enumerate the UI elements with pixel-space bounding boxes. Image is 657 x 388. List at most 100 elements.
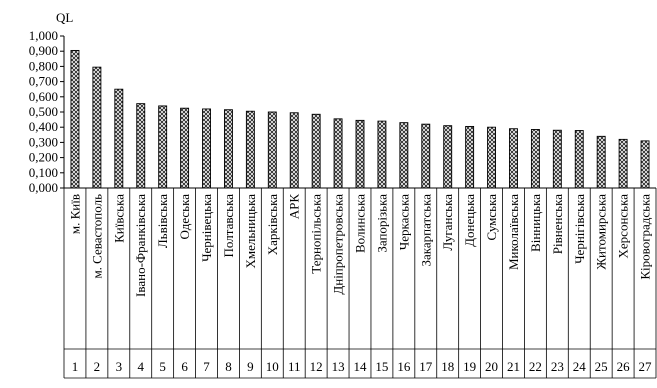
y-tick-label: 0,600: [29, 89, 58, 104]
bar: [70, 49, 80, 189]
bar: [443, 125, 453, 189]
x-category-label: Дніпропетровська: [331, 194, 346, 295]
y-tick-label: 0,900: [29, 43, 58, 58]
x-rank-label: 3: [116, 359, 123, 374]
bar: [136, 103, 146, 189]
bar: [618, 138, 628, 189]
x-category-label: Луганська: [440, 194, 455, 251]
x-rank-label: 12: [310, 359, 323, 374]
x-category-label: Волинська: [353, 194, 368, 253]
x-category-label: Одеська: [177, 194, 192, 240]
x-category-label: Черкаська: [396, 194, 411, 250]
x-rank-label: 20: [485, 359, 498, 374]
bar: [245, 110, 255, 189]
x-rank-label: 1: [72, 359, 79, 374]
bar: [311, 113, 321, 189]
bar: [487, 126, 497, 189]
y-axis-label: QL: [56, 10, 73, 25]
x-category-label: Чернігівська: [572, 194, 587, 264]
x-category-label: Запорізька: [374, 194, 389, 253]
y-tick-label: 1,000: [29, 28, 58, 43]
x-category-label: Вінницька: [528, 194, 543, 252]
x-rank-labels: 1 2 3 4 5 6 7 8 9 10 11 12 13 14 15 16 17 18 19 20 21 22 23 24 2…: [72, 359, 652, 374]
x-category-label: Тернопільська: [309, 194, 324, 274]
bar: [574, 130, 584, 189]
bar: [158, 105, 168, 189]
x-category-label: Рівненська: [550, 194, 565, 254]
x-rank-label: 7: [203, 359, 210, 374]
x-rank-label: 2: [94, 359, 101, 374]
bar: [92, 66, 102, 189]
bar: [552, 129, 562, 189]
bar: [421, 123, 431, 189]
x-category-label: Харківська: [265, 194, 280, 255]
y-tick-label: 0,100: [29, 165, 58, 180]
bar: [289, 112, 299, 189]
bar: [223, 109, 233, 189]
x-rank-label: 25: [595, 359, 608, 374]
y-tick-label: 0,700: [29, 74, 58, 89]
x-category-label: Житомирська: [594, 194, 609, 270]
bar: [202, 108, 211, 189]
x-rank-label: 17: [419, 359, 433, 374]
x-category-label: м. Севастополь: [89, 194, 104, 279]
x-rank-label: 19: [463, 359, 476, 374]
x-rank-label: 8: [225, 359, 232, 374]
bar: [640, 140, 650, 189]
x-rank-label: 13: [332, 359, 345, 374]
x-category-label: Львівська: [155, 194, 170, 248]
x-category-label: Сумська: [484, 194, 499, 241]
x-rank-label: 10: [266, 359, 279, 374]
bar: [530, 129, 540, 189]
x-category-label: Закарпатська: [418, 194, 433, 267]
x-rank-label: 21: [507, 359, 520, 374]
x-category-label: Миколаївська: [506, 194, 521, 270]
bars: [70, 49, 650, 189]
x-rank-label: 26: [617, 359, 631, 374]
bar: [399, 122, 409, 189]
x-category-label: Чернівецька: [199, 194, 214, 262]
y-tick-label: 0,400: [29, 119, 58, 134]
y-tick-labels: 0,0000,1000,2000,3000,4000,5000,6000,700…: [29, 28, 58, 195]
x-category-label: Херсонська: [616, 194, 631, 259]
x-rank-label: 6: [181, 359, 188, 374]
x-category-label: Полтавська: [221, 194, 236, 258]
y-tick-label: 0,000: [29, 180, 58, 195]
x-rank-label: 24: [573, 359, 587, 374]
bar: [596, 135, 606, 189]
y-tick-label: 0,300: [29, 134, 58, 149]
bar: [377, 120, 387, 189]
bar: [333, 118, 343, 189]
axes: [60, 35, 657, 379]
x-category-label: Хмельницька: [243, 194, 258, 269]
y-tick-label: 0,200: [29, 150, 58, 165]
bar: [114, 88, 124, 189]
bar: [267, 111, 277, 189]
x-rank-label: 14: [354, 359, 368, 374]
x-rank-label: 16: [397, 359, 411, 374]
bar: [355, 119, 365, 189]
x-rank-label: 22: [529, 359, 542, 374]
x-rank-label: 18: [441, 359, 454, 374]
x-rank-label: 27: [639, 359, 653, 374]
bar: [180, 107, 190, 189]
x-category-label: Київська: [111, 194, 126, 243]
x-rank-label: 5: [159, 359, 166, 374]
x-rank-label: 11: [288, 359, 301, 374]
y-tick-label: 0,500: [29, 104, 58, 119]
x-category-label: Івано-Франківська: [133, 194, 148, 297]
x-category-labels: м. Київ м. Севастополь Київська Івано-Франк…: [67, 194, 652, 297]
x-rank-label: 4: [137, 359, 144, 374]
bar: [465, 125, 475, 189]
bar: [509, 128, 518, 189]
x-category-label: Донецька: [462, 194, 477, 247]
x-rank-label: 23: [551, 359, 564, 374]
x-rank-label: 9: [247, 359, 254, 374]
x-category-label: м. Київ: [67, 194, 82, 234]
x-category-label: АРК: [287, 194, 302, 220]
y-tick-label: 0,800: [29, 58, 58, 73]
x-rank-label: 15: [375, 359, 388, 374]
x-category-label: Кіровоградська: [638, 194, 653, 280]
